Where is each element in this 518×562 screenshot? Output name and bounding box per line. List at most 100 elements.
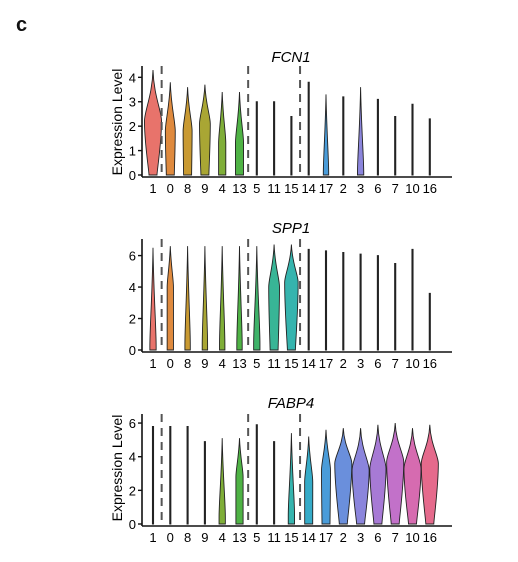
violin-8: [184, 246, 191, 351]
y-tick-label: 0: [129, 168, 136, 183]
x-tick-label: 10: [405, 530, 419, 545]
violin-13: [236, 246, 243, 351]
violin-9: [199, 84, 211, 176]
violin-14: [304, 436, 314, 525]
x-tick-label: 8: [184, 356, 191, 371]
x-tick-label: 4: [219, 530, 226, 545]
x-tick-label: 11: [267, 356, 281, 371]
violin-9: [203, 441, 206, 525]
violin-15: [287, 433, 296, 525]
violin-11: [268, 244, 280, 351]
violin-4: [219, 246, 226, 351]
y-tick-label: 6: [129, 249, 136, 264]
panel-title: FABP4: [268, 395, 314, 412]
y-tick-label: 0: [129, 343, 136, 358]
x-tick-label: 13: [232, 181, 246, 196]
y-tick-label: 4: [129, 70, 136, 85]
y-tick-label: 3: [129, 95, 136, 110]
violin-1: [151, 425, 155, 525]
violin-9: [201, 246, 209, 351]
violin-8: [182, 87, 193, 176]
y-tick-label: 2: [129, 119, 136, 134]
x-tick-label: 15: [284, 181, 298, 196]
violin-5: [255, 101, 258, 176]
violin-3: [351, 428, 370, 525]
x-tick-label: 7: [392, 181, 399, 196]
x-tick-label: 14: [301, 530, 315, 545]
x-tick-label: 17: [319, 181, 333, 196]
x-tick-label: 6: [374, 181, 381, 196]
violin-4: [218, 438, 226, 525]
y-tick-label: 4: [129, 280, 136, 295]
violin-11: [273, 101, 276, 176]
x-tick-label: 14: [301, 356, 315, 371]
x-tick-label: 7: [392, 530, 399, 545]
y-axis-label: Expression Level: [109, 69, 125, 176]
x-tick-label: 14: [301, 181, 315, 196]
x-tick-label: 10: [405, 181, 419, 196]
violin-10: [403, 428, 422, 525]
panel-title: FCN1: [271, 49, 310, 66]
y-tick-label: 1: [129, 144, 136, 159]
x-tick-label: 16: [423, 356, 437, 371]
violin-5: [253, 246, 261, 351]
x-tick-label: 2: [340, 530, 347, 545]
x-tick-label: 5: [253, 181, 260, 196]
violin-17: [321, 429, 331, 525]
x-tick-label: 15: [284, 356, 298, 371]
x-tick-label: 0: [167, 181, 174, 196]
violin-6: [369, 424, 387, 525]
x-tick-label: 17: [319, 530, 333, 545]
violin-13: [235, 438, 244, 525]
violin-0: [169, 425, 172, 525]
x-tick-label: 16: [423, 530, 437, 545]
violin-0: [166, 246, 174, 351]
x-tick-label: 8: [184, 181, 191, 196]
panel-title: SPP1: [272, 220, 310, 237]
violin-16: [420, 424, 439, 525]
x-tick-label: 1: [149, 530, 156, 545]
violin-10: [411, 248, 414, 351]
x-tick-label: 11: [267, 530, 281, 545]
x-tick-label: 17: [319, 356, 333, 371]
x-tick-label: 10: [405, 356, 419, 371]
y-tick-label: 6: [129, 416, 136, 431]
x-tick-label: 1: [149, 356, 156, 371]
violin-7: [386, 423, 405, 525]
violin-17: [324, 250, 328, 351]
violin-2: [342, 96, 345, 176]
y-tick-label: 4: [129, 450, 136, 465]
violin-6: [376, 98, 379, 176]
violin-16: [428, 118, 431, 176]
violin-15: [284, 244, 299, 351]
violin-5: [255, 424, 258, 525]
violin-17: [322, 94, 330, 176]
violin-16: [428, 292, 431, 351]
x-tick-label: 15: [284, 530, 298, 545]
x-tick-label: 3: [357, 181, 364, 196]
x-tick-label: 6: [374, 356, 381, 371]
x-tick-label: 9: [201, 181, 208, 196]
x-tick-label: 5: [253, 530, 260, 545]
x-tick-label: 13: [232, 530, 246, 545]
violin-1: [149, 247, 157, 351]
violin-1: [143, 69, 163, 176]
panel-label: c: [16, 14, 28, 36]
violin-14: [307, 248, 310, 351]
violin-10: [411, 103, 414, 176]
x-tick-label: 2: [340, 181, 347, 196]
violin-3: [359, 253, 362, 351]
x-tick-label: 4: [219, 181, 226, 196]
y-tick-label: 2: [129, 312, 136, 327]
y-tick-label: 0: [129, 517, 136, 532]
x-tick-label: 11: [267, 181, 281, 196]
x-tick-label: 0: [167, 356, 174, 371]
x-tick-label: 4: [219, 356, 226, 371]
x-tick-label: 13: [232, 356, 246, 371]
violin-0: [164, 82, 176, 176]
violin-7: [394, 263, 397, 351]
x-tick-label: 3: [357, 530, 364, 545]
violin-6: [376, 255, 379, 351]
violin-11: [273, 441, 276, 525]
